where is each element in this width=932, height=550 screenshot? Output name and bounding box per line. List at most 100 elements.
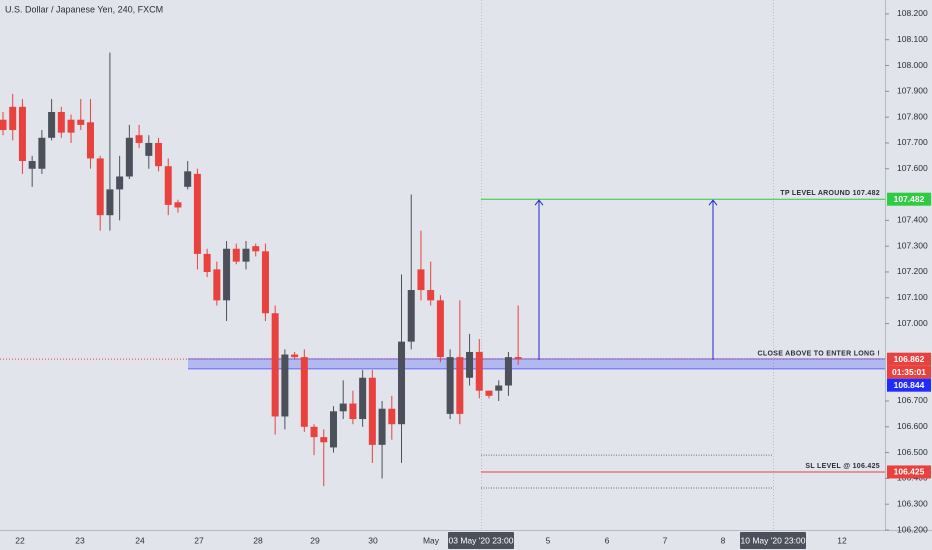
time-marker-label: 10 May '20 23:00 bbox=[741, 535, 806, 545]
y-tick-label: 108.200 bbox=[897, 8, 928, 18]
candle-body bbox=[417, 269, 425, 291]
candle-body bbox=[155, 142, 163, 167]
y-tick-label: 108.000 bbox=[897, 60, 928, 70]
candle-body bbox=[407, 290, 415, 342]
candle-body bbox=[67, 119, 75, 133]
candle-body bbox=[398, 341, 406, 425]
y-tick-label: 107.100 bbox=[897, 292, 928, 302]
candle-body bbox=[388, 408, 396, 425]
candle-body bbox=[135, 135, 143, 143]
candle-body bbox=[514, 357, 522, 360]
level-note: SL LEVEL @ 106.425 bbox=[805, 463, 880, 470]
y-tick-label: 106.600 bbox=[897, 421, 928, 431]
x-tick-label: 24 bbox=[135, 535, 145, 545]
x-tick-label: 6 bbox=[605, 535, 610, 545]
chart-title: U.S. Dollar / Japanese Yen, 240, FXCM bbox=[5, 4, 163, 14]
sl-price-label: 106.425 bbox=[894, 467, 925, 477]
candle-body bbox=[359, 377, 367, 420]
y-tick-label: 107.000 bbox=[897, 318, 928, 328]
y-tick-label: 107.600 bbox=[897, 163, 928, 173]
candle-body bbox=[466, 351, 474, 378]
y-tick-label: 107.400 bbox=[897, 215, 928, 225]
tp-price-label-box bbox=[887, 192, 931, 206]
y-tick-label: 106.500 bbox=[897, 447, 928, 457]
candle-body bbox=[339, 403, 347, 412]
level-note: TP LEVEL AROUND 107.482 bbox=[780, 190, 880, 197]
candle-body bbox=[242, 248, 250, 262]
candle-body bbox=[504, 357, 512, 386]
candle-body bbox=[495, 385, 503, 391]
candle-body bbox=[456, 357, 464, 414]
countdown-label-box bbox=[887, 365, 931, 379]
candle-body bbox=[9, 106, 17, 131]
candle-body bbox=[164, 166, 172, 205]
x-tick-label: 8 bbox=[721, 535, 726, 545]
candle-body bbox=[223, 248, 231, 301]
candle-body bbox=[446, 357, 454, 414]
x-tick-label: 23 bbox=[75, 535, 85, 545]
candle-body bbox=[48, 111, 56, 138]
x-tick-label: 28 bbox=[253, 535, 263, 545]
tp-price-label: 107.482 bbox=[894, 194, 925, 204]
current-price-label: 106.862 bbox=[894, 354, 925, 364]
y-tick-label: 107.300 bbox=[897, 240, 928, 250]
candle-body bbox=[184, 171, 192, 187]
candle-body bbox=[145, 142, 153, 156]
candle-body bbox=[485, 390, 493, 396]
sl-price-label-box bbox=[887, 465, 931, 479]
entry-band bbox=[188, 358, 885, 369]
y-tick-label: 107.700 bbox=[897, 137, 928, 147]
candle-body bbox=[116, 176, 124, 190]
candle-body bbox=[125, 137, 133, 177]
x-tick-label: 29 bbox=[310, 535, 320, 545]
y-tick-label: 106.700 bbox=[897, 395, 928, 405]
time-marker-box bbox=[448, 532, 514, 549]
candle-body bbox=[329, 411, 337, 448]
candle-body bbox=[427, 290, 435, 301]
candle-body bbox=[0, 119, 7, 131]
candle-body bbox=[252, 246, 260, 252]
x-tick-label: 7 bbox=[663, 535, 668, 545]
x-tick-label: May bbox=[423, 535, 440, 545]
candle-body bbox=[38, 137, 46, 169]
x-tick-label: 5 bbox=[546, 535, 551, 545]
x-tick-label: 30 bbox=[368, 535, 378, 545]
candle-body bbox=[349, 403, 357, 420]
current-price-label-box bbox=[887, 352, 931, 366]
y-tick-label: 106.200 bbox=[897, 524, 928, 534]
x-tick-label: 12 bbox=[837, 535, 847, 545]
time-marker-label: 03 May '20 23:00 bbox=[449, 535, 514, 545]
candle-body bbox=[213, 269, 221, 301]
candle-body bbox=[193, 173, 201, 254]
candle-body bbox=[18, 106, 26, 162]
candle-body bbox=[271, 313, 279, 417]
target-arrow-head bbox=[534, 199, 544, 206]
y-tick-label: 107.200 bbox=[897, 266, 928, 276]
candle-body bbox=[28, 161, 36, 169]
candle-body bbox=[368, 377, 376, 445]
candle-body bbox=[203, 253, 211, 272]
candle-body bbox=[281, 354, 289, 417]
y-tick-label: 107.900 bbox=[897, 86, 928, 96]
candle-body bbox=[436, 300, 444, 358]
candle-body bbox=[96, 158, 104, 216]
candle-body bbox=[261, 251, 269, 314]
candle-body bbox=[378, 408, 386, 445]
candle-body bbox=[310, 426, 318, 438]
candle-body bbox=[86, 122, 94, 159]
candle-body bbox=[232, 248, 240, 262]
candle-body bbox=[475, 351, 483, 391]
entry-price-label: 106.844 bbox=[894, 380, 925, 390]
y-tick-label: 106.300 bbox=[897, 498, 928, 508]
countdown-label: 01:35:01 bbox=[892, 367, 926, 377]
candle-body bbox=[106, 189, 114, 216]
x-tick-label: 27 bbox=[194, 535, 204, 545]
candle-body bbox=[300, 357, 308, 427]
y-tick-label: 107.800 bbox=[897, 111, 928, 121]
candle-body bbox=[57, 111, 65, 133]
level-note: CLOSE ABOVE TO ENTER LONG ! bbox=[758, 351, 880, 358]
time-marker-box bbox=[740, 532, 806, 549]
